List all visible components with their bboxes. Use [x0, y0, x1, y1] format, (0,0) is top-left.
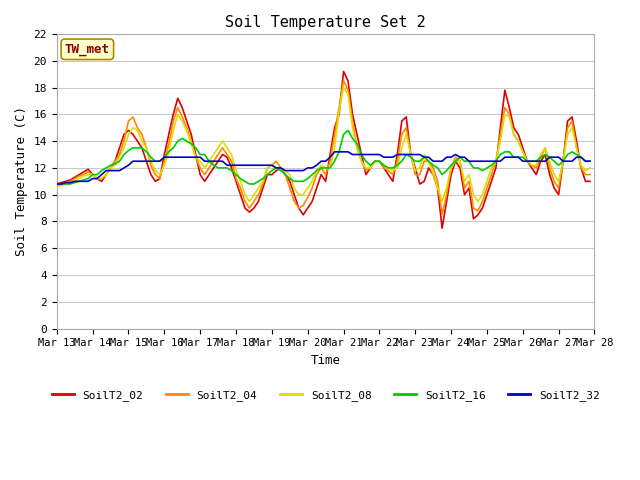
Title: Soil Temperature Set 2: Soil Temperature Set 2 [225, 15, 426, 30]
Legend: SoilT2_02, SoilT2_04, SoilT2_08, SoilT2_16, SoilT2_32: SoilT2_02, SoilT2_04, SoilT2_08, SoilT2_… [47, 386, 604, 406]
Text: TW_met: TW_met [65, 43, 110, 56]
Y-axis label: Soil Temperature (C): Soil Temperature (C) [15, 106, 28, 256]
X-axis label: Time: Time [310, 354, 340, 367]
